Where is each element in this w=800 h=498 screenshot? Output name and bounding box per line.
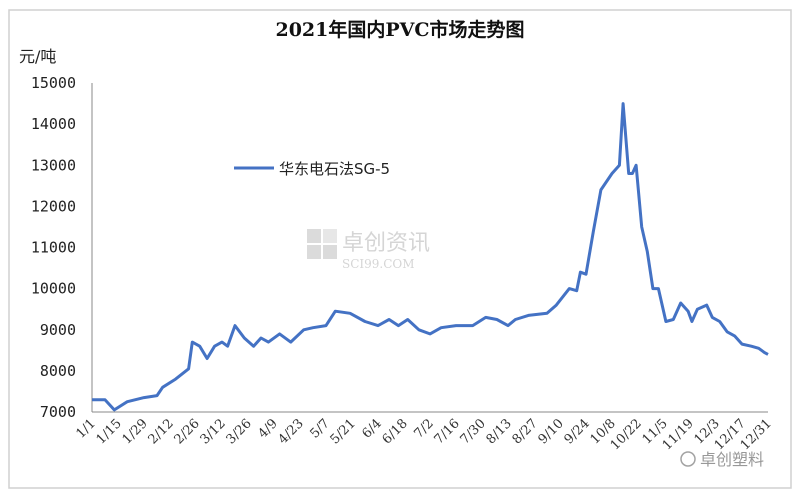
corner-watermark-text: 卓创塑料 (700, 450, 764, 469)
chart-title: 2021年国内PVC市场走势图 (275, 18, 524, 41)
legend: 华东电石法SG-5 (234, 160, 390, 178)
watermark-en: SCI99.COM (342, 257, 415, 271)
y-tick-label: 10000 (31, 280, 76, 298)
legend-label: 华东电石法SG-5 (279, 160, 390, 178)
y-tick-label: 13000 (31, 156, 76, 174)
y-tick-label: 7000 (40, 403, 76, 421)
chart-border (8, 9, 792, 489)
y-ticks: 7000 8000 9000 10000 11000 12000 13000 14000 150… (31, 74, 76, 421)
y-tick-label: 8000 (40, 362, 76, 380)
y-tick-label: 11000 (31, 239, 76, 257)
y-tick-label: 9000 (40, 321, 76, 339)
corner-watermark: 卓创塑料 (680, 450, 764, 469)
watermark-cn: 卓创资讯 (342, 231, 430, 256)
y-tick-label: 14000 (31, 115, 76, 133)
y-axis-label: 元/吨 (19, 47, 56, 66)
y-tick-label: 12000 (31, 197, 76, 215)
series-line-huadong-sg5 (92, 102, 769, 412)
y-tick-label: 15000 (31, 74, 76, 92)
watermark: 卓创资讯 SCI99.COM (307, 229, 430, 271)
